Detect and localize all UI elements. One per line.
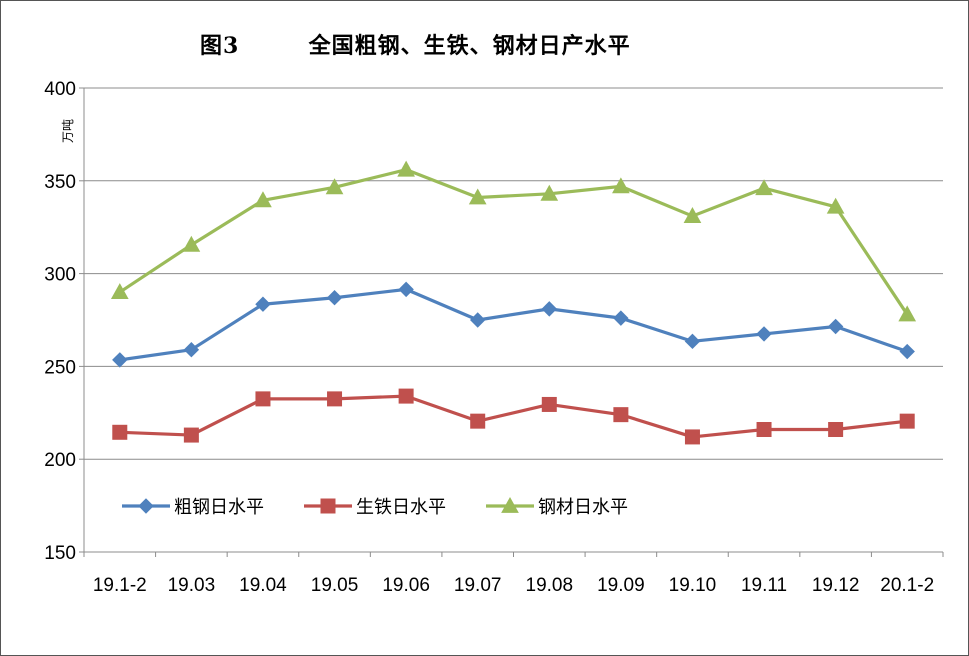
chart-title: 图3 全国粗钢、生铁、钢材日产水平 xyxy=(200,33,631,59)
y-tick-label: 400 xyxy=(44,79,76,100)
x-tick-label: 19.12 xyxy=(812,575,860,596)
data-point-series-3 xyxy=(755,179,773,196)
data-point-series-1 xyxy=(398,281,414,298)
data-point-series-3 xyxy=(683,207,702,223)
x-tick-label: 19.09 xyxy=(597,575,645,596)
data-point-series-3 xyxy=(254,191,272,208)
legend-marker-2 xyxy=(320,498,336,514)
data-point-series-1 xyxy=(613,310,629,326)
data-point-series-1 xyxy=(470,312,486,328)
data-point-series-2 xyxy=(327,391,343,407)
series-line-3 xyxy=(118,168,909,316)
data-point-series-3 xyxy=(182,235,201,252)
series-line-2 xyxy=(119,394,908,439)
data-point-series-2 xyxy=(541,396,557,412)
x-tick-label: 19.05 xyxy=(311,575,359,596)
legend-label-1: 粗钢日水平 xyxy=(174,497,264,518)
data-point-series-3 xyxy=(468,188,487,205)
x-tick-label: 19.03 xyxy=(168,575,216,596)
x-tick-label: 20.1-2 xyxy=(880,575,934,596)
data-point-series-2 xyxy=(112,424,128,440)
x-tick-label: 19.1-2 xyxy=(93,575,147,596)
data-point-series-1 xyxy=(756,326,772,342)
y-tick-label: 250 xyxy=(44,357,76,378)
data-point-series-3 xyxy=(612,177,630,194)
series-line-1 xyxy=(119,287,908,362)
data-point-series-2 xyxy=(756,422,772,438)
data-point-series-1 xyxy=(899,343,915,360)
data-point-series-1 xyxy=(112,352,128,368)
data-point-series-1 xyxy=(183,341,200,358)
y-tick-label: 350 xyxy=(44,172,76,193)
data-point-series-2 xyxy=(398,388,414,404)
y-tick-label: 200 xyxy=(44,450,76,471)
data-point-series-3 xyxy=(826,197,845,214)
legend-marker-1 xyxy=(138,498,154,514)
data-point-series-1 xyxy=(255,296,271,312)
data-point-series-3 xyxy=(325,178,344,195)
data-point-series-1 xyxy=(541,301,557,317)
data-point-series-1 xyxy=(827,318,844,335)
y-tick-label: 150 xyxy=(44,543,76,564)
data-point-series-2 xyxy=(613,407,629,423)
legend-label-3: 钢材日水平 xyxy=(538,497,628,518)
x-tick-label: 19.08 xyxy=(526,575,574,596)
data-point-series-2 xyxy=(255,391,271,407)
y-axis-label: 万吨 xyxy=(61,119,75,143)
data-point-series-3 xyxy=(110,283,129,300)
data-point-series-3 xyxy=(397,160,415,177)
y-tick-label: 300 xyxy=(44,265,76,286)
data-point-series-2 xyxy=(899,413,915,429)
data-point-series-2 xyxy=(828,422,844,438)
data-point-series-3 xyxy=(898,305,917,322)
data-point-series-2 xyxy=(684,429,700,445)
data-point-series-2 xyxy=(470,413,486,429)
x-tick-label: 19.04 xyxy=(239,575,287,596)
legend-label-2: 生铁日水平 xyxy=(356,497,446,518)
data-point-series-2 xyxy=(183,427,199,443)
x-tick-label: 19.07 xyxy=(454,575,502,596)
data-point-series-3 xyxy=(540,184,559,201)
x-tick-label: 19.10 xyxy=(669,575,717,596)
x-tick-label: 19.11 xyxy=(741,575,787,596)
x-tick-label: 19.06 xyxy=(382,575,430,596)
data-point-series-1 xyxy=(684,333,701,350)
data-point-series-1 xyxy=(326,290,343,306)
legend-marker-3 xyxy=(501,496,519,513)
